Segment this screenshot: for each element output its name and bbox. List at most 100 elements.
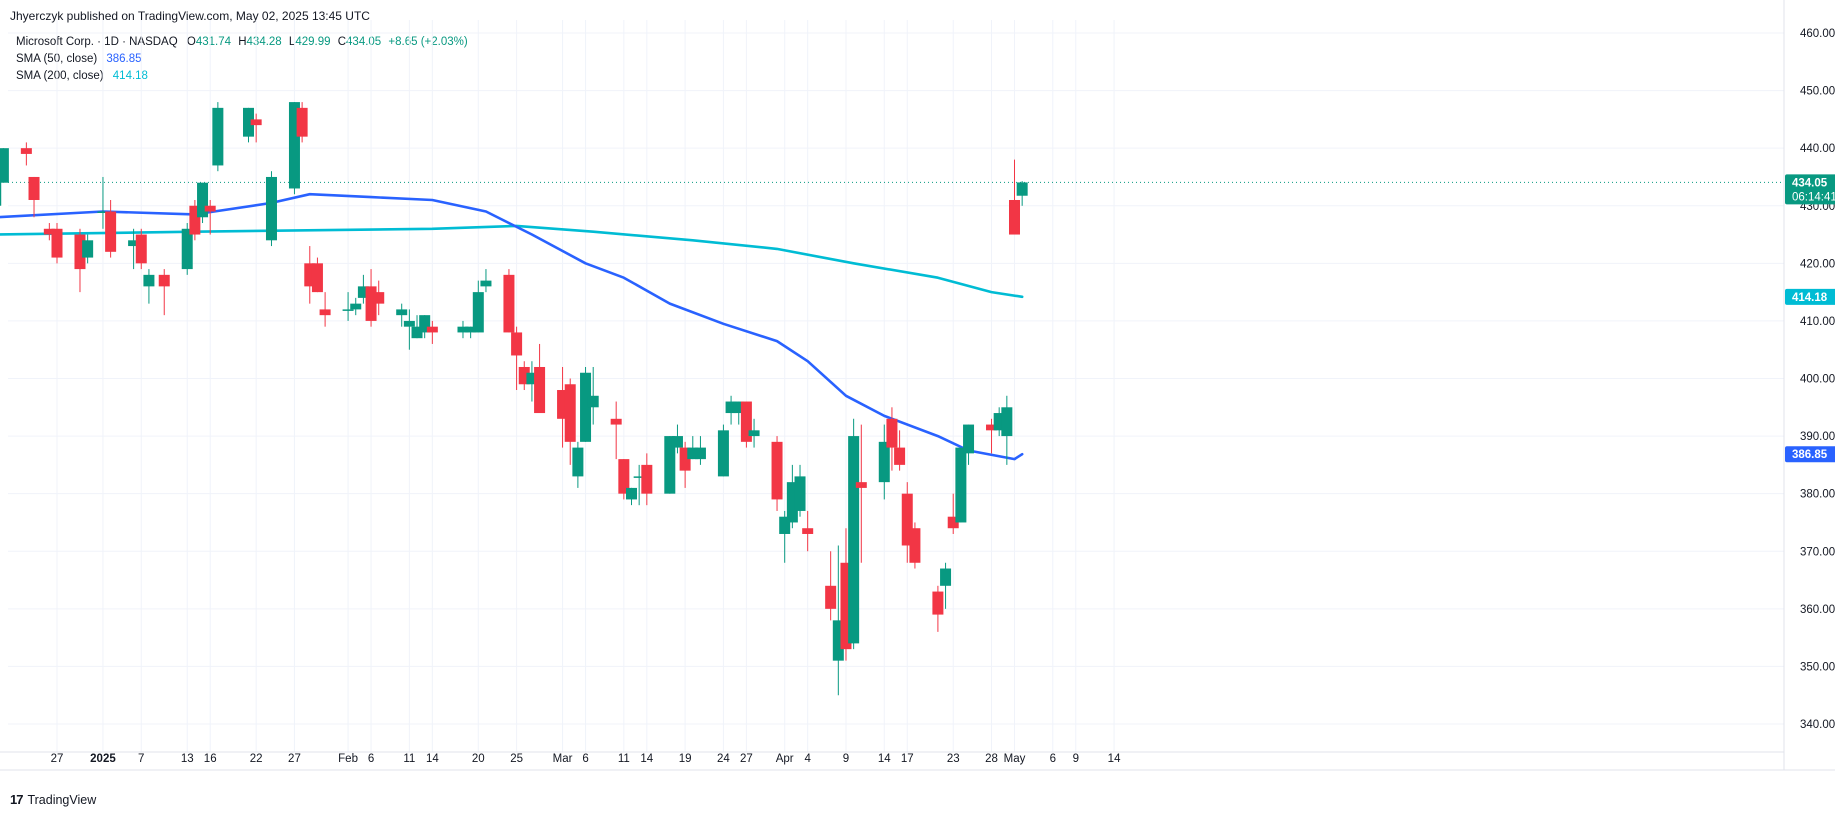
candle-body: [825, 585, 837, 609]
time-tick-label: Feb: [338, 753, 358, 765]
candle-body: [955, 447, 967, 523]
candle-body: [1001, 407, 1013, 437]
time-tick-label: 2025: [90, 753, 116, 765]
candle-body: [319, 309, 331, 316]
low-value: 429.99: [295, 36, 331, 48]
candle-up: [265, 171, 277, 247]
candle-body: [802, 528, 814, 534]
candle-body: [740, 401, 752, 442]
candle-body: [457, 326, 469, 333]
candle-body: [204, 205, 216, 212]
candle-body: [940, 568, 952, 586]
candle-body: [311, 263, 323, 293]
candle-body: [403, 320, 415, 327]
candle-body: [411, 326, 423, 339]
candle-body: [694, 447, 706, 460]
candle-down: [641, 453, 653, 506]
candle-down: [740, 401, 752, 448]
candle-down: [74, 228, 86, 293]
candle-body: [963, 424, 975, 454]
candle-down: [557, 366, 569, 448]
candle-down: [840, 528, 852, 661]
candle-up: [457, 320, 469, 339]
price-tick-label: 460.00: [1800, 28, 1835, 40]
candle-body: [419, 315, 431, 333]
candle-body: [43, 228, 55, 235]
candle-body: [158, 274, 170, 287]
candle-up: [733, 401, 745, 425]
candle-down: [771, 436, 783, 511]
candle-body: [0, 148, 9, 183]
candle-body: [947, 516, 959, 529]
candle-down: [947, 493, 959, 534]
candle-down: [204, 199, 216, 235]
candle-down: [311, 257, 323, 293]
candle-down: [894, 430, 906, 471]
price-tick-label: 420.00: [1800, 258, 1835, 270]
time-tick-label: 27: [51, 753, 64, 765]
candle-body: [587, 395, 599, 408]
candle-body: [365, 286, 377, 321]
candle-body: [243, 107, 254, 137]
candle-up: [472, 280, 484, 333]
last-price-label-bg: [1785, 174, 1835, 205]
candle-down: [51, 223, 63, 264]
candle-up: [243, 107, 254, 143]
candle-up: [664, 436, 676, 494]
price-tick-label: 370.00: [1800, 546, 1835, 558]
candle-body: [51, 228, 63, 258]
sma50-series: [0, 192, 1024, 461]
time-tick-label: 9: [1073, 753, 1079, 765]
time-axis: 27 2025 7 13 16 22 27 Feb 6 11 14 20 25 Mar 6 11 14 19 24 2…: [51, 753, 1121, 765]
candle-body: [265, 176, 277, 241]
candle-body: [679, 447, 691, 471]
price-tick-label: 350.00: [1800, 661, 1835, 673]
candle-up: [403, 309, 415, 350]
sma50-price-label-text: 386.85: [1792, 449, 1828, 461]
candle-body: [250, 119, 262, 126]
time-tick-label: 14: [426, 753, 439, 765]
candle-up: [786, 464, 798, 529]
candle-body: [396, 309, 408, 316]
candle-body: [894, 447, 906, 465]
candle-up: [717, 424, 729, 477]
candle-body: [526, 372, 538, 385]
candle-body: [1016, 182, 1028, 196]
symbol-title[interactable]: Microsoft Corp. · 1D · NASDAQ: [16, 36, 178, 48]
candle-up: [580, 366, 592, 442]
candles: [0, 102, 1028, 696]
candle-up: [748, 418, 760, 448]
time-tick-label: 14: [640, 753, 653, 765]
candle-body: [97, 211, 109, 214]
candle-body: [503, 274, 515, 333]
candle-up: [197, 182, 209, 224]
tradingview-mark-icon: 17: [10, 792, 24, 807]
candle-down: [43, 223, 55, 241]
sma200-price-label-text: 414.18: [1792, 292, 1828, 304]
candle-up: [993, 407, 1005, 437]
time-tick-label: 6: [368, 753, 374, 765]
candle-body: [342, 309, 354, 311]
candle-up: [288, 102, 300, 195]
candle-up: [1016, 181, 1028, 206]
candle-body: [771, 441, 783, 500]
time-tick-label: Apr: [776, 753, 794, 765]
price-tick-label: 450.00: [1800, 86, 1835, 98]
sma50-value: 386.85: [106, 53, 142, 65]
candle-up: [794, 464, 806, 517]
candle-body: [848, 436, 860, 644]
time-tick-label: 22: [250, 753, 263, 765]
time-tick-label: 6: [582, 753, 588, 765]
candle-body: [135, 234, 147, 264]
candle-body: [472, 292, 484, 333]
candle-body: [189, 205, 201, 235]
tradingview-logo[interactable]: 17 TradingView: [10, 792, 96, 807]
candle-body: [564, 384, 576, 442]
candle-body: [288, 102, 300, 189]
candle-up: [694, 436, 706, 465]
candle-down: [564, 378, 576, 465]
change-value: +8.65 (+2.03%): [388, 36, 468, 48]
sma200-label: SMA (200, close): [16, 70, 104, 82]
legend-sma200-row[interactable]: SMA (200, close) 414.18: [16, 68, 468, 85]
